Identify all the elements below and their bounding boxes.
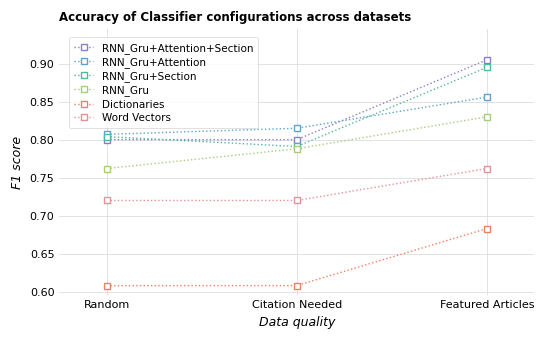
Line: Word Vectors: Word Vectors: [103, 165, 490, 204]
Line: Dictionaries: Dictionaries: [103, 225, 490, 289]
RNN_Gru+Section: [294, 144, 300, 149]
RNN_Gru: [294, 147, 300, 151]
X-axis label: Data quality: Data quality: [258, 316, 335, 329]
Word Vectors: [103, 199, 110, 203]
Word Vectors: [294, 199, 300, 203]
Word Vectors: [483, 167, 490, 171]
RNN_Gru+Attention: [294, 126, 300, 130]
RNN_Gru: [483, 115, 490, 119]
RNN_Gru+Section: [483, 65, 490, 69]
RNN_Gru: [103, 167, 110, 171]
RNN_Gru+Attention: [103, 132, 110, 136]
Dictionaries: [294, 284, 300, 288]
Dictionaries: [483, 226, 490, 231]
Line: RNN_Gru: RNN_Gru: [103, 113, 490, 172]
Dictionaries: [103, 284, 110, 288]
Y-axis label: F1 score: F1 score: [11, 136, 24, 189]
Text: Accuracy of Classifier configurations across datasets: Accuracy of Classifier configurations ac…: [59, 11, 411, 24]
RNN_Gru+Attention+Section: [483, 58, 490, 62]
RNN_Gru+Section: [103, 135, 110, 139]
RNN_Gru+Attention: [483, 95, 490, 99]
Legend: RNN_Gru+Attention+Section, RNN_Gru+Attention, RNN_Gru+Section, RNN_Gru, Dictiona: RNN_Gru+Attention+Section, RNN_Gru+Atten…: [69, 37, 258, 129]
Line: RNN_Gru+Attention+Section: RNN_Gru+Attention+Section: [103, 56, 490, 143]
Line: RNN_Gru+Section: RNN_Gru+Section: [103, 64, 490, 150]
Line: RNN_Gru+Attention: RNN_Gru+Attention: [103, 94, 490, 138]
RNN_Gru+Attention+Section: [103, 138, 110, 142]
RNN_Gru+Attention+Section: [294, 138, 300, 142]
